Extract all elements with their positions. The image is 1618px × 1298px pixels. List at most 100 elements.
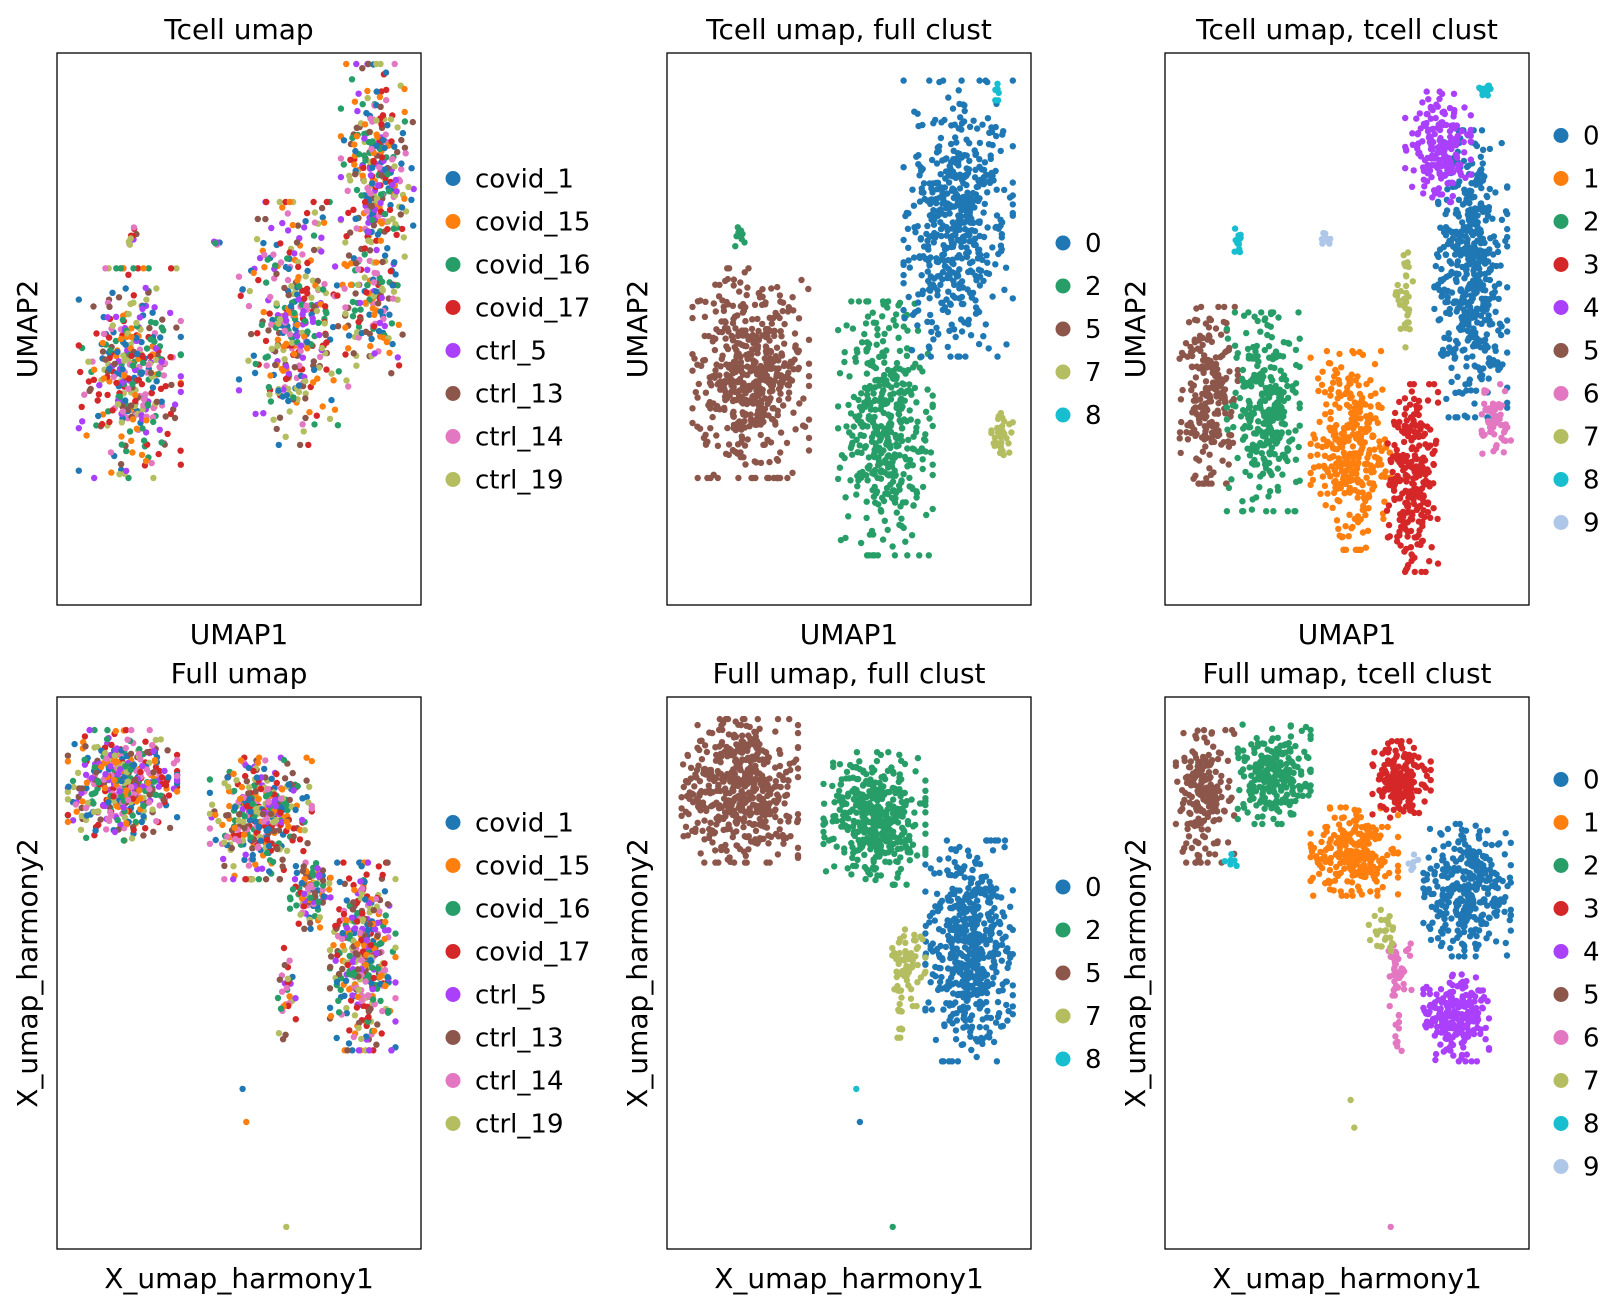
- data-point: [992, 261, 998, 267]
- data-point: [938, 119, 944, 125]
- data-point: [1269, 472, 1275, 478]
- data-point: [1403, 424, 1409, 430]
- data-point: [896, 389, 902, 395]
- data-point: [766, 337, 772, 343]
- data-point: [943, 155, 949, 161]
- legend-item: 4: [1554, 294, 1600, 324]
- data-point: [1504, 211, 1510, 217]
- data-point: [759, 332, 765, 338]
- data-point: [296, 382, 302, 388]
- data-point: [1447, 258, 1453, 264]
- data-point: [1358, 432, 1364, 438]
- data-point: [911, 109, 917, 115]
- data-point: [710, 338, 716, 344]
- data-point: [1461, 104, 1467, 110]
- legend-label: ctrl_5: [475, 337, 547, 367]
- data-point: [1263, 385, 1269, 391]
- legend-label: 0: [1583, 122, 1600, 152]
- data-point: [1472, 414, 1478, 420]
- data-point: [763, 348, 769, 354]
- data-point: [1240, 437, 1246, 443]
- data-point: [1392, 410, 1398, 416]
- data-point: [839, 452, 845, 458]
- data-point: [172, 415, 178, 421]
- data-point: [1398, 288, 1404, 294]
- data-point: [696, 381, 702, 387]
- data-point: [137, 314, 143, 320]
- data-point: [368, 336, 374, 342]
- data-point: [393, 188, 399, 194]
- data-point: [1251, 461, 1257, 467]
- data-point: [900, 237, 906, 243]
- data-point: [1206, 422, 1212, 428]
- data-point: [965, 228, 971, 234]
- data-point: [1401, 439, 1407, 445]
- data-point: [1320, 473, 1326, 479]
- data-point: [958, 316, 964, 322]
- data-point: [901, 315, 907, 321]
- data-point: [1430, 139, 1436, 145]
- data-point: [350, 299, 356, 305]
- data-point: [1386, 502, 1392, 508]
- data-point: [1319, 369, 1325, 375]
- legend-label: 9: [1583, 509, 1600, 539]
- data-point: [1279, 429, 1285, 435]
- data-point: [724, 425, 730, 431]
- data-point: [278, 259, 284, 265]
- data-point: [904, 552, 910, 558]
- data-point: [1219, 458, 1225, 464]
- data-point: [352, 99, 358, 105]
- data-point: [158, 359, 164, 365]
- data-point: [1010, 77, 1016, 83]
- data-point: [1472, 205, 1478, 211]
- y-axis-label: UMAP2: [621, 280, 654, 379]
- data-point: [1461, 139, 1467, 145]
- data-point: [1437, 316, 1443, 322]
- data-point: [111, 777, 117, 783]
- data-point: [1408, 528, 1414, 534]
- data-point: [1452, 251, 1458, 257]
- data-point: [286, 266, 292, 272]
- data-point: [932, 117, 938, 123]
- data-point: [1385, 440, 1391, 446]
- data-point: [1194, 317, 1200, 323]
- data-point: [959, 328, 965, 334]
- data-point: [945, 309, 951, 315]
- data-point: [1249, 506, 1255, 512]
- data-point: [104, 314, 110, 320]
- data-point: [1346, 434, 1352, 440]
- data-point: [970, 118, 976, 124]
- data-point: [119, 441, 125, 447]
- data-point: [861, 331, 867, 337]
- data-point: [1208, 398, 1214, 404]
- data-point: [732, 448, 738, 454]
- data-point: [113, 265, 119, 271]
- data-point: [1311, 464, 1317, 470]
- data-point: [880, 338, 886, 344]
- data-point: [742, 461, 748, 467]
- data-point: [988, 152, 994, 158]
- data-point: [83, 772, 89, 778]
- data-point: [1314, 452, 1320, 458]
- legend-label: 5: [1085, 315, 1102, 345]
- data-point: [150, 748, 156, 754]
- data-point: [1353, 471, 1359, 477]
- data-point: [879, 495, 885, 501]
- data-point: [379, 295, 385, 301]
- data-point: [1443, 252, 1449, 258]
- data-point: [351, 141, 357, 147]
- panel-tcell-tcellclust: Tcell umap, tcell clustUMAP1UMAP20123456…: [1119, 13, 1600, 651]
- data-point: [342, 351, 348, 357]
- data-point: [386, 350, 392, 356]
- data-point: [1197, 347, 1203, 353]
- data-point: [928, 329, 934, 335]
- data-point: [1484, 250, 1490, 256]
- data-point: [95, 397, 101, 403]
- data-point: [1409, 388, 1415, 394]
- data-point: [1399, 490, 1405, 496]
- data-point: [1436, 96, 1442, 102]
- data-point: [702, 357, 708, 363]
- data-point: [759, 321, 765, 327]
- data-point: [322, 303, 328, 309]
- data-point: [1425, 96, 1431, 102]
